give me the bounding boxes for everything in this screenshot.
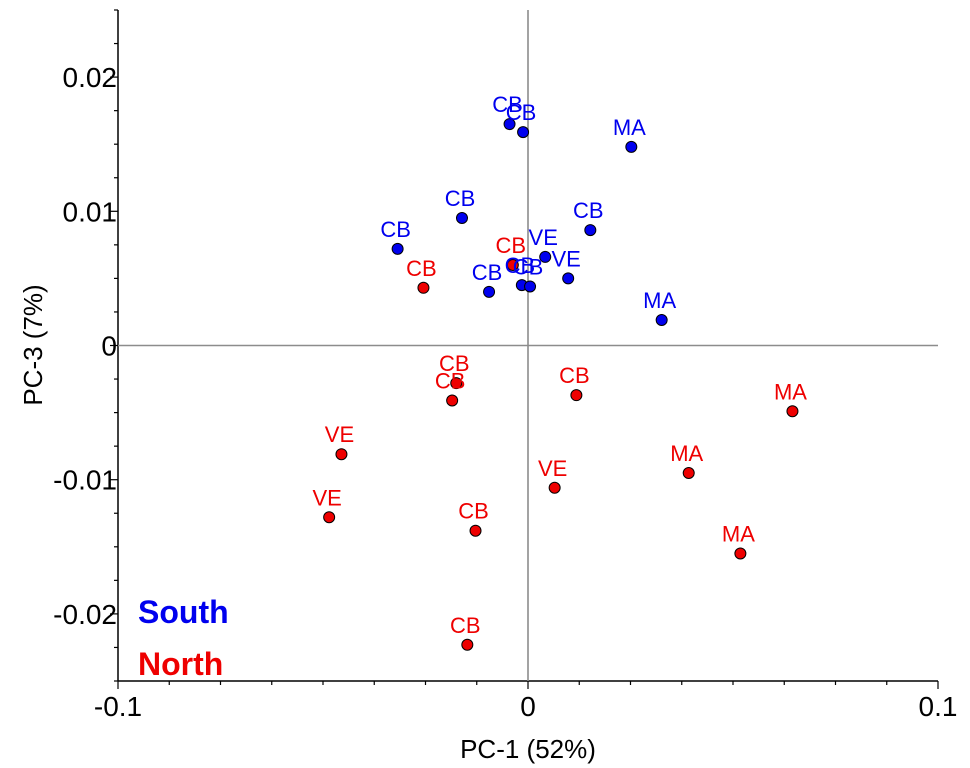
data-point-south — [503, 118, 516, 131]
x-tick-label: 0 — [520, 691, 536, 722]
point-label: CB — [450, 613, 481, 638]
point-label: CB — [458, 499, 489, 524]
data-point-south — [455, 212, 468, 225]
data-point-south — [625, 140, 638, 153]
point-label: MA — [643, 288, 676, 313]
point-label: VE — [325, 422, 354, 447]
y-tick-label: 0.02 — [63, 62, 118, 93]
legend-north: North — [138, 646, 223, 682]
x-tick-label: 0.1 — [919, 691, 958, 722]
data-point-south — [539, 250, 552, 263]
point-label: CB — [439, 351, 470, 376]
y-tick-label: 0 — [101, 331, 117, 362]
point-label: VE — [552, 246, 581, 271]
data-point-south — [483, 285, 496, 298]
y-tick-label: -0.02 — [53, 599, 117, 630]
point-label: CB — [380, 217, 411, 242]
point-label: MA — [774, 379, 807, 404]
y-tick-label: -0.01 — [53, 465, 117, 496]
point-label: CB — [492, 92, 523, 117]
data-point-south — [584, 224, 597, 237]
data-point-north — [506, 258, 519, 271]
x-axis-title: PC-1 (52%) — [460, 734, 596, 764]
data-point-north — [682, 466, 695, 479]
point-label: MA — [670, 441, 703, 466]
data-point-north — [323, 511, 336, 524]
data-points — [323, 118, 799, 651]
data-point-north — [786, 405, 799, 418]
data-point-north — [734, 547, 747, 560]
point-label: VE — [529, 225, 558, 250]
y-axis-title: PC-3 (7%) — [18, 284, 48, 405]
data-point-north — [461, 638, 474, 651]
data-point-south — [562, 272, 575, 285]
point-label: CB — [506, 100, 537, 125]
x-tick-label: -0.1 — [94, 691, 142, 722]
data-point-south — [517, 126, 530, 139]
point-label: MA — [613, 115, 646, 140]
point-label: CB — [559, 363, 590, 388]
axes — [110, 9, 939, 689]
data-point-north — [548, 481, 561, 494]
point-label: CB — [406, 256, 437, 281]
point-label: CB — [513, 254, 544, 279]
tick-labels: -0.1 0 0.1 0.02 0.01 0 -0.01 -0.02 — [53, 62, 957, 722]
data-point-north — [417, 281, 430, 294]
point-label: MA — [722, 522, 755, 547]
point-label: CB — [505, 253, 536, 278]
data-point-south — [655, 314, 668, 327]
point-label: CB — [445, 186, 476, 211]
point-label: VE — [538, 456, 567, 481]
point-label: CB — [573, 198, 604, 223]
point-label: VE — [312, 485, 341, 510]
point-label: CB — [472, 260, 503, 285]
data-point-north — [469, 524, 482, 537]
legend-south: South — [138, 594, 229, 630]
point-label: CB — [496, 233, 527, 258]
point-label: CB — [435, 369, 466, 394]
data-point-south — [524, 280, 537, 293]
data-point-north — [446, 394, 459, 407]
data-point-north — [570, 389, 583, 402]
data-point-north — [450, 377, 463, 390]
data-point-north — [335, 448, 348, 461]
y-tick-label: 0.01 — [63, 196, 118, 227]
data-point-south — [391, 242, 404, 255]
